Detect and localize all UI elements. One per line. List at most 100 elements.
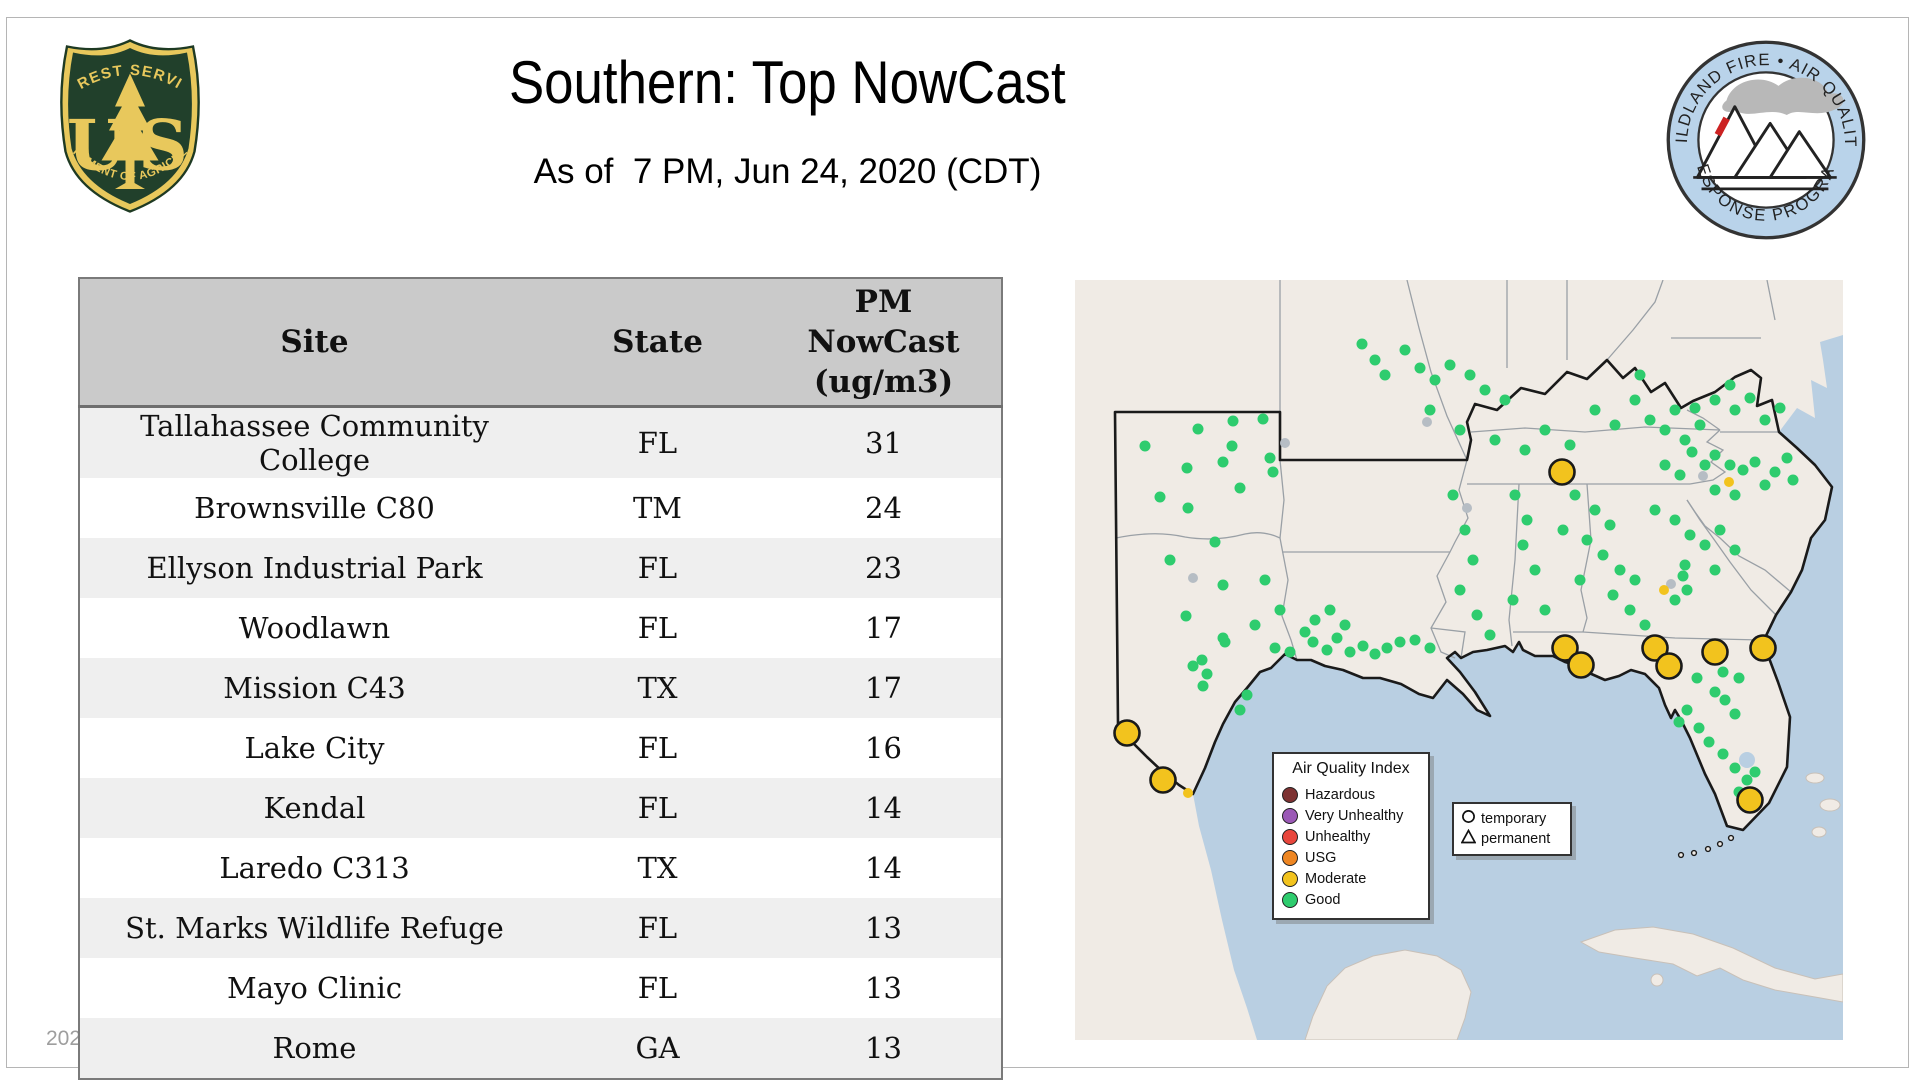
- marker-good: [1217, 632, 1229, 644]
- value-cell: 17: [766, 598, 1002, 658]
- nowcast-table: Site State PM NowCast (ug/m3) Tallahasse…: [78, 277, 1003, 1080]
- value-cell: 24: [766, 478, 1002, 538]
- site-cell: Mission C43: [79, 658, 549, 718]
- site-cell: St. Marks Wildlife Refuge: [79, 898, 549, 958]
- marker-good: [1344, 646, 1356, 658]
- marker-good: [1574, 574, 1586, 586]
- marker-good: [1479, 384, 1491, 396]
- bahamas: [1805, 772, 1841, 838]
- tree-icon: [101, 73, 159, 189]
- marker-good: [1197, 680, 1209, 692]
- table-row: Lake City FL 16: [79, 718, 1002, 778]
- marker-good: [1729, 404, 1741, 416]
- marker-good: [1519, 444, 1531, 456]
- marker-good: [1787, 474, 1799, 486]
- marker-good: [1154, 491, 1166, 503]
- marker-good: [1679, 434, 1691, 446]
- aqi-legend-label: Moderate: [1305, 870, 1367, 887]
- marker-good: [1744, 392, 1756, 404]
- legend-row-temporary: temporary: [1460, 809, 1564, 829]
- mainland: [1075, 280, 1843, 1040]
- table-header-row: Site State PM NowCast (ug/m3): [79, 278, 1002, 408]
- marker-good: [1684, 529, 1696, 541]
- aqi-legend-items: Hazardous Very Unhealthy Unhealthy USG Moder…: [1282, 784, 1420, 910]
- marker-good: [1709, 449, 1721, 461]
- marker-good: [1321, 644, 1333, 656]
- forest-service-logo: FOREST SERVICE U S DEPARTMENT OF AGRICUL…: [55, 34, 200, 213]
- marker-good: [1669, 404, 1681, 416]
- marker-good: [1729, 544, 1741, 556]
- marker-good: [1509, 489, 1521, 501]
- aqi-legend: Air Quality Index Hazardous Very Unhealth…: [1272, 752, 1430, 920]
- marker-moderate-large: [1567, 651, 1595, 679]
- aqi-legend-item: USG: [1282, 847, 1420, 868]
- aqi-legend-item: Very Unhealthy: [1282, 805, 1420, 826]
- marker-unknown: [1188, 573, 1198, 583]
- state-borders: [1115, 280, 1792, 661]
- value-cell: 16: [766, 718, 1002, 778]
- marker-moderate-large: [1113, 719, 1141, 747]
- marker-good: [1521, 514, 1533, 526]
- site-cell: Rome: [79, 1018, 549, 1079]
- marker-good: [1257, 413, 1269, 425]
- marker-good: [1681, 584, 1693, 596]
- marker-good: [1589, 404, 1601, 416]
- marker-good: [1709, 686, 1721, 698]
- marker-good: [1689, 402, 1701, 414]
- marker-good: [1609, 419, 1621, 431]
- column-header-state: State: [549, 278, 766, 408]
- marker-good: [1454, 424, 1466, 436]
- marker-good: [1729, 489, 1741, 501]
- marker-good: [1759, 479, 1771, 491]
- monitor-type-legend: temporary permanent: [1452, 802, 1572, 856]
- table-row: Tallahassee Community College FL 31: [79, 406, 1002, 478]
- aqi-legend-label: Good: [1305, 891, 1341, 908]
- state-cell: FL: [549, 958, 766, 1018]
- marker-moderate-large: [1548, 458, 1576, 486]
- marker-good: [1714, 524, 1726, 536]
- marker-good: [1369, 648, 1381, 660]
- air-quality-map: [1075, 280, 1843, 1040]
- aqi-color-swatch: [1282, 891, 1298, 908]
- state-cell: FL: [549, 898, 766, 958]
- marker-good: [1234, 482, 1246, 494]
- marker-good: [1733, 672, 1745, 684]
- marker-good: [1324, 604, 1336, 616]
- marker-good: [1227, 415, 1239, 427]
- marker-moderate-large: [1149, 766, 1177, 794]
- value-cell: 13: [766, 898, 1002, 958]
- region-outline: [1113, 358, 1834, 832]
- marker-good: [1357, 640, 1369, 652]
- marker-good: [1180, 610, 1192, 622]
- state-cell: TX: [549, 658, 766, 718]
- marker-good: [1369, 354, 1381, 366]
- marker-good: [1182, 502, 1194, 514]
- marker-good: [1507, 594, 1519, 606]
- mountains-icon: [1695, 105, 1832, 179]
- marker-good: [1187, 660, 1199, 672]
- column-header-site: Site: [79, 278, 549, 408]
- marker-good: [1624, 604, 1636, 616]
- marker-good: [1201, 668, 1213, 680]
- marker-good: [1259, 574, 1271, 586]
- site-cell: Tallahassee Community College: [79, 406, 549, 478]
- marker-good: [1749, 766, 1761, 778]
- marker-good: [1269, 642, 1281, 654]
- marker-good: [1581, 534, 1593, 546]
- aqi-legend-item: Hazardous: [1282, 784, 1420, 805]
- site-cell: Kendal: [79, 778, 549, 838]
- marker-good: [1774, 402, 1786, 414]
- marker-good: [1679, 559, 1691, 571]
- smoke-icon: [1722, 77, 1844, 116]
- marker-good: [1467, 554, 1479, 566]
- marker-good: [1659, 459, 1671, 471]
- table-row: Woodlawn FL 17: [79, 598, 1002, 658]
- marker-moderate-large: [1655, 652, 1683, 680]
- marker-good: [1309, 614, 1321, 626]
- marker-moderate-small: [1724, 477, 1734, 487]
- marker-good: [1307, 636, 1319, 648]
- marker-good: [1669, 594, 1681, 606]
- value-cell: 13: [766, 958, 1002, 1018]
- marker-good: [1339, 619, 1351, 631]
- marker-good: [1717, 666, 1729, 678]
